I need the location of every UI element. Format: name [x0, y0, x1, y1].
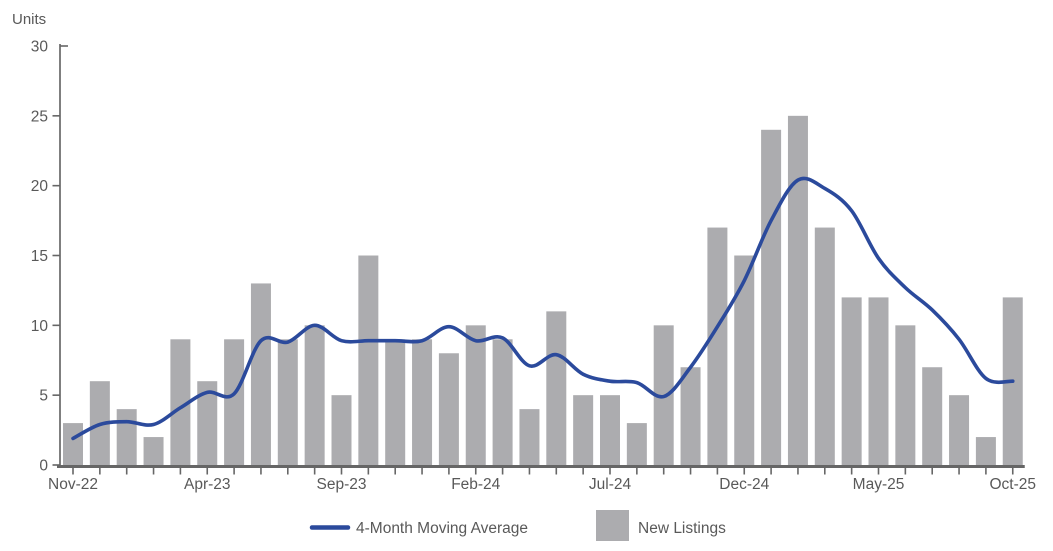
bar-feb-25 [787, 115, 808, 465]
bar-apr-23 [197, 381, 218, 465]
bar-jun-23 [250, 283, 271, 465]
legend-bar-swatch [596, 510, 629, 541]
bar-mar-25 [814, 227, 835, 465]
bar-jan-24 [438, 353, 459, 465]
bar-aug-25 [949, 395, 970, 465]
x-tick-label: Jul-24 [589, 476, 632, 493]
legend: 4-Month Moving Average New Listings [309, 510, 726, 541]
bar-oct-23 [358, 255, 379, 465]
y-axis: 0 5 10 15 20 25 30 [31, 39, 68, 475]
bar-oct-24 [680, 367, 701, 465]
bar-aug-24 [626, 423, 647, 465]
bar-mar-23 [170, 339, 191, 465]
bar-sep-25 [975, 437, 996, 465]
x-tick-label: Sep-23 [317, 476, 367, 493]
legend-line-label: 4-Month Moving Average [356, 520, 528, 537]
x-tick-label: Dec-24 [719, 476, 769, 493]
bar-apr-25 [841, 297, 862, 465]
bar-feb-23 [143, 437, 164, 465]
x-tick-label: Apr-23 [184, 476, 231, 493]
y-axis-title: Units [12, 11, 46, 28]
x-tick-label: Feb-24 [451, 476, 500, 493]
moving-average-line-group [71, 176, 1015, 441]
y-tick-label: 15 [31, 248, 48, 265]
bar-may-24 [546, 311, 567, 465]
y-tick-label: 30 [31, 39, 49, 56]
y-tick-label: 5 [39, 388, 48, 405]
x-tick-label: Oct-25 [989, 476, 1036, 493]
bar-may-25 [868, 297, 889, 465]
bar-nov-22 [63, 423, 83, 465]
bar-jul-25 [922, 367, 943, 465]
bar-nov-24 [707, 227, 728, 465]
x-axis: Nov-22 Apr-23 Sep-23 Feb-24 Jul-24 Dec-24 May-… [48, 465, 1036, 493]
bar-dec-24 [734, 255, 755, 465]
y-tick-label: 10 [31, 318, 49, 335]
moving-average-line [71, 176, 1015, 441]
legend-bar-label: New Listings [638, 520, 726, 537]
bar-may-23 [224, 339, 245, 465]
bar-jan-25 [761, 129, 782, 466]
bar-jan-23 [116, 409, 137, 465]
bar-feb-24 [465, 325, 486, 465]
x-tick-label: Nov-22 [48, 476, 98, 493]
bar-sep-23 [331, 395, 352, 465]
y-tick-label: 0 [39, 458, 48, 475]
bar-jun-24 [573, 395, 594, 465]
bar-aug-23 [304, 325, 325, 465]
y-tick-label: 20 [31, 178, 49, 195]
bars-group [63, 115, 1023, 466]
bar-jul-24 [600, 395, 620, 465]
x-tick-label: May-25 [853, 476, 905, 493]
bar-mar-24 [492, 339, 513, 465]
bar-jun-25 [895, 325, 916, 465]
y-tick-label: 25 [31, 108, 48, 125]
bar-dec-23 [412, 339, 433, 465]
bar-jul-23 [277, 339, 298, 465]
bar-nov-23 [385, 339, 406, 465]
bar-apr-24 [519, 409, 540, 465]
